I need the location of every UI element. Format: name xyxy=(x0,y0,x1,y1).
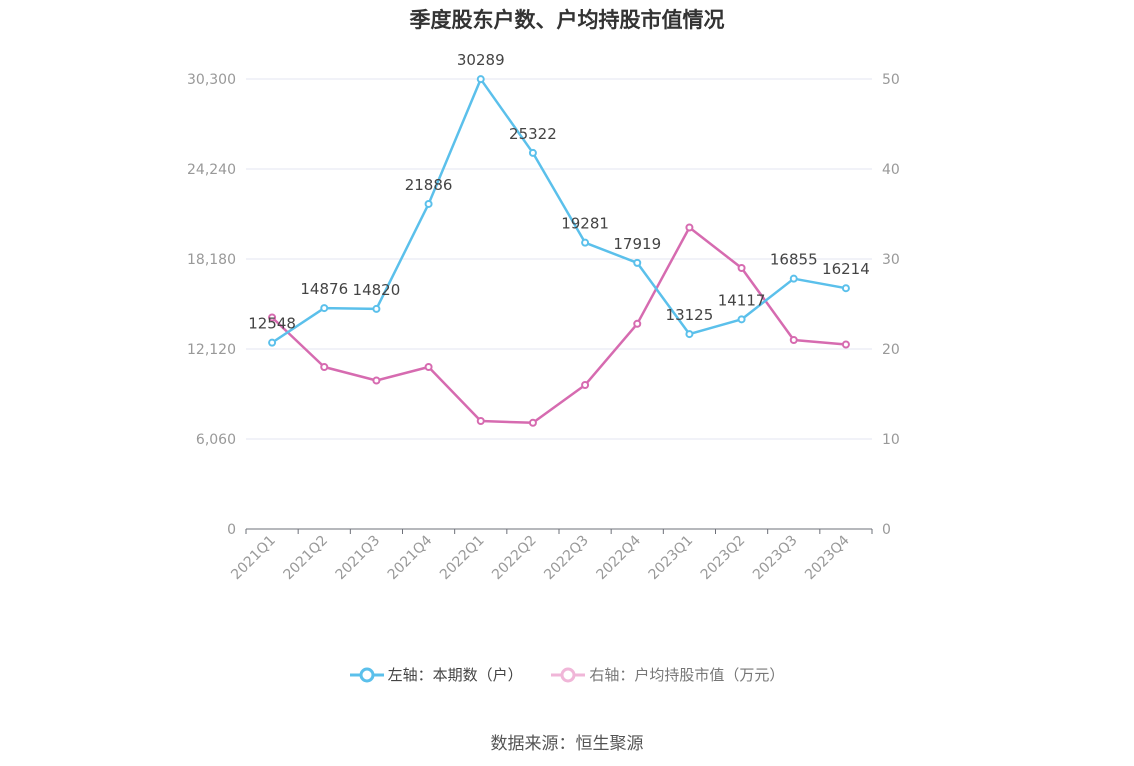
data-label: 14820 xyxy=(353,281,401,299)
legend-label-right-series: 右轴：户均持股市值（万元） xyxy=(589,666,785,684)
series-line-left xyxy=(271,77,847,344)
left-axis-tick-label: 24,240 xyxy=(187,162,236,178)
x-axis-tick-label: 2021Q4 xyxy=(385,532,436,583)
left-axis-tick-label: 6,060 xyxy=(196,432,236,448)
x-axis-tick-label: 2021Q3 xyxy=(333,533,384,584)
legend-item-left-series[interactable]: 左轴：本期数（户） xyxy=(349,664,523,685)
data-point-left xyxy=(841,284,850,293)
x-axis-tick-label: 2022Q1 xyxy=(437,533,488,584)
left-axis-tick-label: 0 xyxy=(227,522,236,538)
source-note: 数据来源：恒生聚源 xyxy=(490,734,644,754)
x-axis-tick-label: 2022Q4 xyxy=(593,532,644,583)
right-axis-tick-label: 30 xyxy=(882,252,900,268)
data-point-right xyxy=(268,313,277,322)
data-point-left xyxy=(685,330,694,339)
x-axis-tick-label: 2022Q2 xyxy=(489,533,540,584)
data-label: 17919 xyxy=(613,235,661,253)
x-axis-tick-label: 2023Q4 xyxy=(802,532,853,583)
data-point-right xyxy=(685,223,694,232)
data-point-right xyxy=(841,340,850,349)
right-axis-tick-label: 40 xyxy=(882,162,900,178)
data-point-right xyxy=(581,381,590,389)
data-label: 14876 xyxy=(300,280,348,298)
data-point-left xyxy=(372,304,381,313)
data-label: 19281 xyxy=(561,215,609,233)
data-point-right xyxy=(737,264,746,272)
x-axis-tick-label: 2021Q1 xyxy=(228,533,279,584)
x-axis-tick-label: 2023Q1 xyxy=(646,533,697,584)
left-axis-tick-label: 12,120 xyxy=(187,342,236,358)
left-axis-tick-label: 18,180 xyxy=(187,252,236,268)
data-point-left xyxy=(528,148,537,157)
chart-title: 季度股东户数、户均持股市值情况 xyxy=(409,8,725,32)
data-label: 16214 xyxy=(822,260,870,278)
data-point-left xyxy=(633,258,642,267)
right-axis-tick-label: 10 xyxy=(882,432,900,448)
series-line-right xyxy=(271,226,847,425)
x-axis-tick-label: 2021Q2 xyxy=(280,533,331,584)
data-point-left xyxy=(476,75,485,84)
right-axis-tick-label: 0 xyxy=(882,522,891,538)
left-axis-tick-label: 30,300 xyxy=(187,72,236,88)
legend-label-left-series: 左轴：本期数（户） xyxy=(387,666,523,684)
legend-line-circle-icon xyxy=(349,667,384,682)
data-label: 25322 xyxy=(509,125,557,143)
right-axis-tick-label: 20 xyxy=(882,342,900,358)
data-label: 12548 xyxy=(248,315,296,333)
data-point-left xyxy=(789,274,798,283)
legend: 左轴：本期数（户） 右轴：户均持股市值（万元） xyxy=(0,664,1134,685)
data-point-right xyxy=(528,418,537,427)
data-label: 14117 xyxy=(718,291,766,309)
data-point-right xyxy=(372,376,381,385)
data-point-right xyxy=(424,363,433,371)
legend-item-right-series[interactable]: 右轴：户均持股市值（万元） xyxy=(551,664,784,685)
data-point-left xyxy=(320,304,329,313)
data-label: 13125 xyxy=(666,306,714,324)
data-point-right xyxy=(633,319,642,328)
data-point-left xyxy=(737,315,746,324)
legend-line-circle-icon xyxy=(551,667,586,682)
x-axis-tick-label: 2023Q2 xyxy=(698,533,749,584)
data-point-left xyxy=(424,199,433,208)
data-label: 21886 xyxy=(405,176,453,194)
data-point-right xyxy=(476,417,485,425)
right-axis-tick-label: 50 xyxy=(882,72,900,88)
x-axis-tick-label: 2022Q3 xyxy=(541,533,592,584)
data-label: 30289 xyxy=(457,51,505,69)
data-point-left xyxy=(268,338,277,347)
data-point-right xyxy=(789,336,798,344)
data-label: 16855 xyxy=(770,251,818,269)
data-point-right xyxy=(320,363,329,371)
x-axis-tick-label: 2023Q3 xyxy=(750,533,801,584)
data-point-left xyxy=(581,238,590,247)
